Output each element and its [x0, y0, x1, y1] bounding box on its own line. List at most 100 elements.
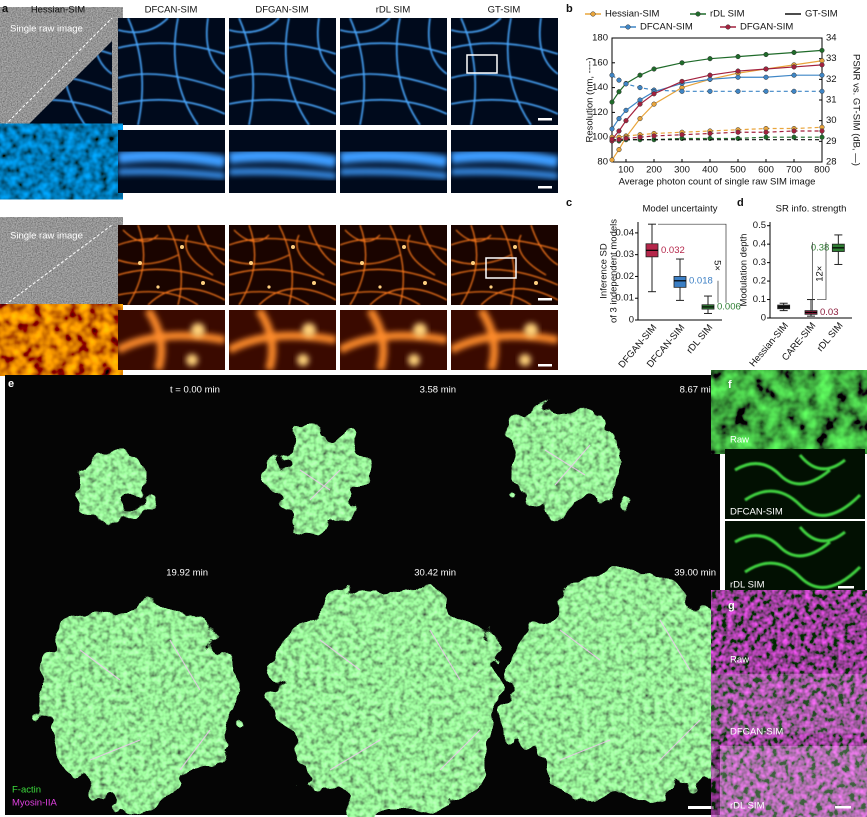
- value-label: 0.018: [689, 275, 713, 286]
- cell: [275, 585, 505, 815]
- annotation-arrow: [817, 242, 827, 300]
- psnr-marker: [679, 78, 685, 84]
- psnr-marker: [623, 107, 629, 113]
- dfgan-image: [229, 18, 336, 125]
- tile-label: rDL SIM: [730, 580, 765, 591]
- tile-label: Raw: [730, 435, 749, 446]
- psnr-marker: [609, 99, 615, 105]
- resolution-marker: [819, 128, 825, 134]
- psnr-marker: [637, 116, 643, 122]
- y-tick-label: 0.3: [753, 257, 766, 268]
- split-line: [4, 224, 113, 306]
- legend-marker: [725, 24, 731, 30]
- y-tick-label: 0.03: [616, 249, 635, 260]
- resolution-marker: [679, 88, 685, 94]
- split-line: [4, 17, 113, 126]
- y-tick-label: 180: [592, 33, 608, 44]
- x-tick-label: 100: [618, 165, 634, 176]
- psnr-marker: [707, 56, 713, 62]
- resolution-marker: [763, 134, 769, 140]
- psnr-marker: [651, 101, 657, 107]
- fiber: [319, 629, 481, 771]
- resolution-marker: [637, 134, 643, 140]
- psnr-marker: [735, 54, 741, 60]
- rdl-image: [340, 225, 447, 305]
- resolution-marker: [707, 88, 713, 94]
- y-tick-label: 0.1: [753, 294, 766, 305]
- raw-label: Single raw image: [10, 231, 83, 242]
- scale-bar: [835, 806, 851, 809]
- scale-bar: [538, 118, 552, 121]
- hessian-zoom: [5, 310, 112, 370]
- panel-g-images: [725, 597, 865, 815]
- legend-label: rDL SIM: [710, 9, 745, 20]
- scale-bar: [838, 586, 854, 589]
- psnr-marker: [763, 74, 769, 80]
- scale-bar: [538, 298, 552, 301]
- y2-tick-label: 34: [826, 33, 837, 44]
- psnr-marker: [735, 74, 741, 80]
- x-tick-label: 600: [758, 165, 774, 176]
- legend-label: GT-SIM: [805, 9, 838, 20]
- chart-title: SR info. strength: [776, 204, 847, 215]
- ruffle: [734, 526, 862, 589]
- legend-marker: [625, 24, 631, 30]
- value-label: 0.38: [811, 242, 830, 253]
- time-label: 30.42 min: [414, 568, 456, 579]
- psnr-marker: [623, 118, 629, 124]
- y-tick-label: 0.2: [753, 276, 766, 287]
- panel-label: b: [566, 3, 573, 15]
- resolution-marker: [819, 134, 825, 140]
- y2-tick-label: 32: [826, 74, 837, 85]
- column-title: rDL SIM: [376, 5, 411, 16]
- resolution-marker: [637, 85, 643, 91]
- dfgan-zoom: [229, 310, 336, 370]
- actin-ruffles: [734, 454, 862, 589]
- panel-label: a: [2, 3, 9, 15]
- resolution-marker: [651, 133, 657, 139]
- gt-image: [451, 225, 558, 305]
- dfcan-zoom: [118, 130, 225, 193]
- psnr-line: [611, 49, 823, 103]
- scale-bar: [538, 186, 552, 189]
- time-label: 19.92 min: [166, 568, 208, 579]
- y2-tick-label: 30: [826, 115, 837, 126]
- y-tick-label: 0: [629, 315, 634, 326]
- resolution-marker: [616, 137, 622, 143]
- psnr-marker: [616, 128, 622, 134]
- dfgan-tile: [725, 669, 865, 739]
- psnr-marker: [616, 116, 622, 122]
- fiber: [299, 444, 591, 501]
- time-label: 8.67 min: [680, 385, 716, 396]
- panel-label: e: [8, 378, 14, 390]
- resolution-marker: [791, 134, 797, 140]
- psnr-marker: [651, 91, 657, 97]
- y-axis-label: of 3 independent models: [609, 219, 620, 323]
- panel-a-images: [4, 17, 558, 370]
- legend-marker: [590, 11, 596, 17]
- channel-label: F-actin: [12, 785, 41, 796]
- y2-tick-label: 33: [826, 53, 837, 64]
- column-title: DFGAN-SIM: [255, 5, 308, 16]
- psnr-marker: [609, 136, 615, 142]
- panel-label: d: [737, 197, 744, 209]
- psnr-marker: [819, 47, 825, 53]
- y-tick-label: 0: [761, 313, 766, 324]
- cell: [40, 605, 240, 805]
- psnr-marker: [609, 157, 615, 163]
- x-tick-label: 800: [814, 165, 830, 176]
- tile-label: DFCAN-SIM: [730, 507, 783, 518]
- psnr-marker: [707, 72, 713, 78]
- rdl-image: [340, 18, 447, 125]
- resolution-marker: [791, 128, 797, 134]
- y-tick-label: 0.01: [616, 293, 635, 304]
- y-tick-label: 100: [592, 132, 608, 143]
- resolution-marker: [763, 129, 769, 135]
- y-axis-label: Resolution (nm, ----): [585, 58, 596, 143]
- x-tick-label: rDL SIM: [685, 322, 716, 356]
- scale-bar: [538, 364, 552, 367]
- resolution-marker: [735, 88, 741, 94]
- dfcan-zoom: [118, 310, 225, 370]
- psnr-marker: [791, 72, 797, 78]
